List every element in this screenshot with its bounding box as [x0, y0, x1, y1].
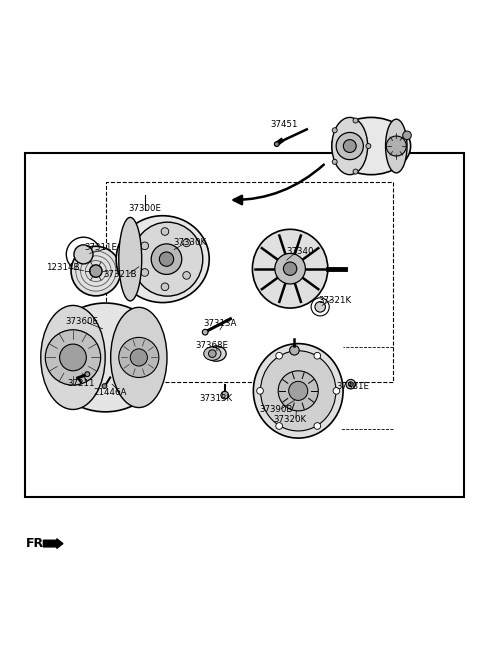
Text: 21446A: 21446A: [94, 388, 127, 397]
Circle shape: [275, 142, 279, 146]
Text: 37321K: 37321K: [319, 296, 352, 305]
Circle shape: [85, 372, 90, 376]
Circle shape: [288, 382, 308, 400]
Circle shape: [403, 131, 411, 140]
Circle shape: [343, 140, 356, 153]
Circle shape: [141, 242, 149, 250]
Circle shape: [66, 237, 101, 272]
Circle shape: [314, 352, 321, 359]
Text: 37360E: 37360E: [65, 317, 98, 326]
Circle shape: [208, 350, 216, 358]
Text: 37330K: 37330K: [173, 238, 206, 247]
Circle shape: [257, 387, 264, 394]
Text: 37320K: 37320K: [274, 415, 307, 424]
Circle shape: [119, 337, 159, 378]
Circle shape: [353, 169, 358, 174]
Circle shape: [353, 118, 358, 123]
Text: 37211: 37211: [68, 379, 96, 387]
Circle shape: [45, 330, 101, 385]
Circle shape: [90, 265, 102, 278]
Circle shape: [183, 239, 191, 247]
Text: 37381E: 37381E: [336, 382, 370, 391]
Ellipse shape: [332, 118, 368, 175]
Ellipse shape: [46, 303, 165, 412]
Ellipse shape: [119, 217, 142, 301]
Text: 37300E: 37300E: [128, 203, 161, 213]
Ellipse shape: [332, 118, 410, 175]
Circle shape: [283, 262, 297, 276]
Circle shape: [315, 302, 325, 312]
Circle shape: [141, 268, 149, 276]
Circle shape: [289, 346, 299, 355]
Text: 12314B: 12314B: [46, 263, 79, 272]
FancyBboxPatch shape: [25, 153, 464, 497]
Text: 37313K: 37313K: [200, 395, 233, 404]
Bar: [107, 182, 393, 382]
FancyArrow shape: [43, 539, 63, 549]
Ellipse shape: [385, 119, 407, 173]
Circle shape: [102, 384, 107, 389]
Circle shape: [346, 380, 356, 389]
Ellipse shape: [204, 347, 221, 360]
Circle shape: [314, 422, 321, 430]
Circle shape: [221, 391, 228, 399]
Circle shape: [332, 128, 337, 133]
Circle shape: [202, 330, 208, 335]
Circle shape: [333, 387, 340, 394]
Ellipse shape: [252, 229, 328, 308]
Circle shape: [336, 133, 363, 160]
Text: 37313A: 37313A: [203, 319, 237, 328]
Circle shape: [311, 298, 329, 316]
Text: 37451: 37451: [270, 120, 298, 129]
Circle shape: [159, 252, 174, 266]
Circle shape: [278, 370, 318, 411]
Circle shape: [161, 283, 169, 291]
Circle shape: [366, 144, 371, 149]
Circle shape: [332, 159, 337, 164]
Text: 37321B: 37321B: [103, 270, 136, 279]
Circle shape: [161, 227, 169, 235]
Text: 37390B: 37390B: [259, 406, 292, 415]
Circle shape: [151, 244, 182, 274]
Circle shape: [60, 344, 86, 370]
Ellipse shape: [261, 351, 336, 431]
Ellipse shape: [111, 307, 167, 408]
Circle shape: [275, 254, 305, 284]
Circle shape: [74, 245, 93, 264]
Circle shape: [276, 352, 282, 359]
Ellipse shape: [253, 344, 343, 438]
Circle shape: [130, 349, 147, 366]
Ellipse shape: [132, 222, 203, 296]
Circle shape: [276, 422, 282, 430]
Text: 37340: 37340: [286, 248, 313, 257]
Text: 37311E: 37311E: [84, 242, 117, 252]
Circle shape: [348, 382, 353, 387]
Ellipse shape: [116, 216, 209, 302]
Circle shape: [183, 272, 191, 280]
Ellipse shape: [206, 346, 226, 361]
Text: 37368E: 37368E: [196, 341, 229, 350]
Circle shape: [71, 246, 120, 296]
Ellipse shape: [41, 306, 105, 410]
Circle shape: [79, 250, 88, 259]
Circle shape: [386, 136, 406, 156]
Text: FR.: FR.: [26, 537, 49, 550]
